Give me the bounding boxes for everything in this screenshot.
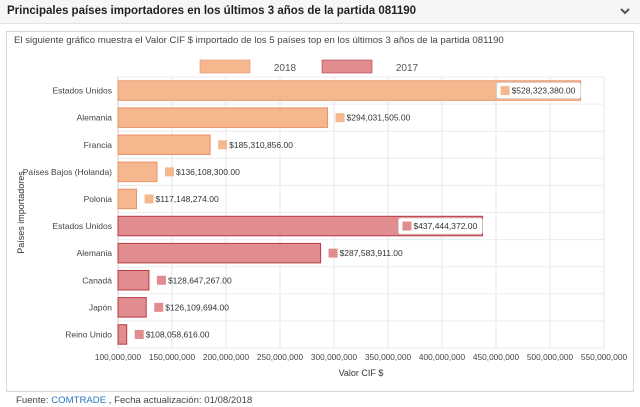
x-tick-label: 350,000,000 bbox=[365, 352, 412, 362]
data-label-swatch bbox=[156, 275, 166, 285]
x-tick-label: 100,000,000 bbox=[95, 352, 142, 362]
data-label: $108,058,616.00 bbox=[146, 329, 210, 339]
y-category-label: Japón bbox=[89, 302, 112, 312]
legend-label-2018: 2018 bbox=[274, 63, 297, 74]
y-category-label: Países Bajos (Holanda) bbox=[23, 167, 112, 177]
data-label: $128,647,267.00 bbox=[168, 275, 232, 285]
x-tick-label: 250,000,000 bbox=[257, 352, 304, 362]
bar-2018 bbox=[117, 107, 329, 128]
data-label-swatch bbox=[134, 329, 144, 339]
bar-2017 bbox=[117, 324, 128, 345]
chart-description: El siguiente gráfico muestra el Valor CI… bbox=[14, 35, 504, 46]
x-tick-label: 150,000,000 bbox=[149, 352, 196, 362]
data-label-swatch bbox=[328, 248, 338, 258]
data-label: $117,148,274.00 bbox=[156, 194, 219, 204]
y-category-label: Francia bbox=[84, 140, 113, 150]
data-label-swatch bbox=[335, 113, 345, 123]
data-label-box bbox=[496, 82, 581, 99]
x-tick-label: 300,000,000 bbox=[311, 352, 358, 362]
data-label-swatch bbox=[154, 302, 164, 312]
data-label-swatch bbox=[402, 221, 412, 231]
bar-2017 bbox=[117, 269, 150, 291]
data-label: $528,323,380.00 bbox=[512, 86, 576, 96]
data-label-swatch bbox=[164, 167, 174, 177]
chevron-down-icon[interactable] bbox=[618, 4, 632, 18]
x-tick-label: 400,000,000 bbox=[419, 352, 466, 362]
data-label: $136,108,300.00 bbox=[176, 167, 240, 177]
y-category-label: Reino Unido bbox=[65, 329, 112, 339]
section-title: Principales países importadores en los ú… bbox=[7, 5, 417, 17]
data-label-box bbox=[398, 217, 483, 235]
y-category-label: Canadá bbox=[82, 275, 112, 285]
x-tick-label: 500,000,000 bbox=[527, 352, 574, 362]
legend-swatch-2017 bbox=[321, 59, 373, 74]
x-tick-label: 200,000,000 bbox=[203, 352, 250, 362]
y-category-label: Polonia bbox=[84, 194, 113, 204]
y-category-label: Alemania bbox=[77, 113, 113, 123]
data-label-swatch bbox=[144, 194, 154, 204]
legend-label-2017: 2017 bbox=[396, 63, 419, 74]
bar-chart: 2018 2017 100,000,000 150,000,000 200,000,00… bbox=[16, 59, 628, 378]
bar-2018 bbox=[117, 161, 158, 183]
source-link[interactable]: COMTRADE bbox=[51, 395, 107, 406]
data-label: $185,310,856.00 bbox=[229, 140, 293, 150]
y-category-label: Estados Unidos bbox=[52, 86, 112, 96]
update-date: , Fecha actualización: 01/08/2018 bbox=[106, 395, 253, 406]
footer: Fuente: COMTRADE , Fecha actualización: … bbox=[16, 395, 252, 406]
source-label: Fuente: bbox=[16, 395, 52, 406]
y-category-label: Alemania bbox=[77, 248, 113, 258]
bar-2018 bbox=[117, 188, 138, 210]
bar-2017 bbox=[117, 297, 147, 318]
y-category-label: Estados Unidos bbox=[52, 221, 112, 231]
y-axis-title: Países importadores bbox=[16, 171, 26, 254]
bar-2017 bbox=[117, 242, 322, 264]
x-tick-label: 550,000,000 bbox=[581, 352, 628, 362]
x-tick-label: 450,000,000 bbox=[473, 352, 520, 362]
data-label: $287,583,911.00 bbox=[340, 248, 403, 258]
legend-swatch-2018 bbox=[199, 59, 251, 74]
data-label: $126,109,694.00 bbox=[165, 302, 229, 312]
section-header: Principales países importadores en los ú… bbox=[0, 0, 640, 24]
bar-2018 bbox=[117, 134, 211, 156]
data-label-swatch bbox=[500, 86, 510, 96]
x-axis-title: Valor CIF $ bbox=[339, 368, 384, 378]
data-label: $437,444,372.00 bbox=[413, 221, 477, 231]
data-label-swatch bbox=[218, 140, 228, 150]
data-label: $294,031,505.00 bbox=[347, 113, 411, 123]
